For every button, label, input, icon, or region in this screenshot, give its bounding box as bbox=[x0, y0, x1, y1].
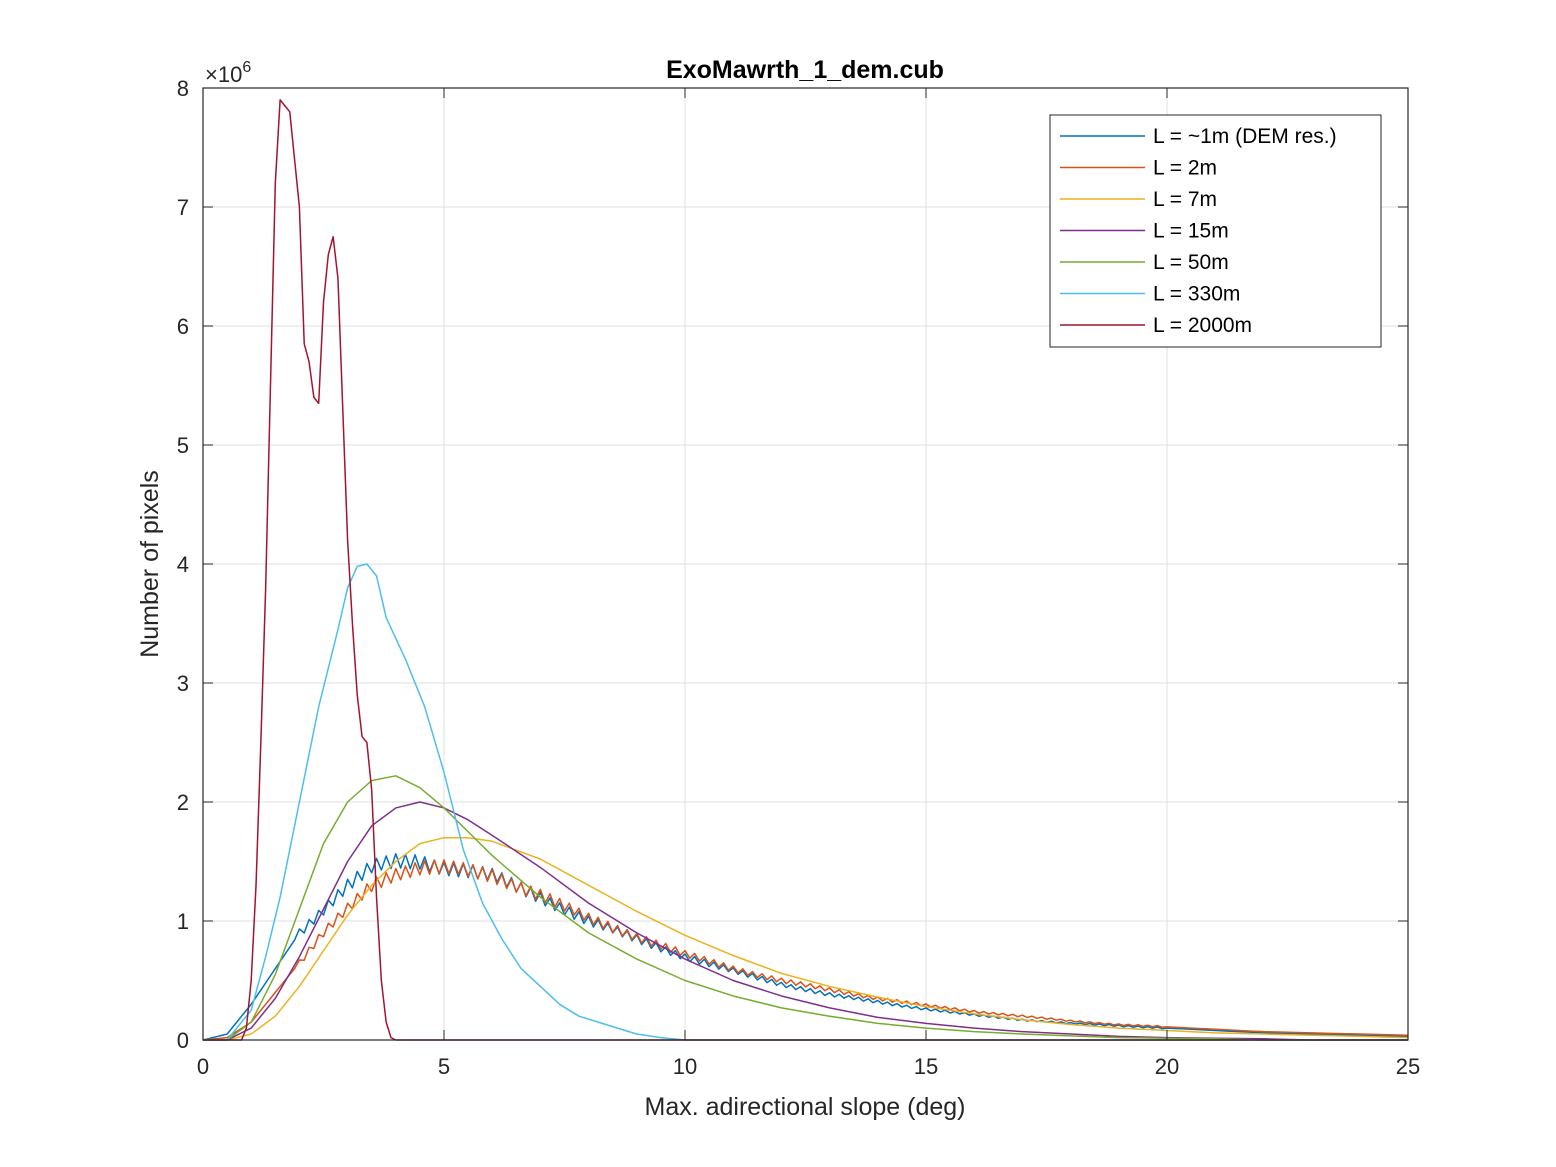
y-tick-label: 0 bbox=[177, 1028, 189, 1053]
legend-label: L = ~1m (DEM res.) bbox=[1153, 125, 1337, 148]
y-tick-label: 4 bbox=[177, 552, 189, 577]
legend-label: L = 7m bbox=[1153, 188, 1217, 211]
y-tick-label: 5 bbox=[177, 433, 189, 458]
x-axis-label: Max. adirectional slope (deg) bbox=[645, 1093, 966, 1121]
x-tick-label: 25 bbox=[1396, 1054, 1420, 1079]
grid bbox=[203, 88, 1408, 1040]
legend-label: L = 2m bbox=[1153, 157, 1217, 180]
tick-labels: 0 5 10 15 20 25 0 1 2 3 4 5 6 7 8 bbox=[177, 76, 1420, 1079]
y-tick-label: 3 bbox=[177, 671, 189, 696]
y-tick-label: 6 bbox=[177, 314, 189, 339]
legend-label: L = 50m bbox=[1153, 251, 1229, 274]
svg-text:×106: ×106 bbox=[205, 59, 251, 87]
series-line bbox=[203, 563, 1408, 1041]
series-line bbox=[202, 853, 1409, 1041]
y-tick-label: 1 bbox=[177, 909, 189, 934]
x-tick-label: 5 bbox=[438, 1054, 450, 1079]
y-axis-label: Number of pixels bbox=[136, 470, 164, 658]
x-tick-label: 20 bbox=[1155, 1054, 1179, 1079]
x-tick-label: 10 bbox=[673, 1054, 697, 1079]
series-line bbox=[203, 99, 1408, 1041]
chart-title: ExoMawrth_1_dem.cub bbox=[666, 56, 944, 84]
series-line bbox=[203, 775, 1408, 1041]
x-tick-label: 0 bbox=[197, 1054, 209, 1079]
y-exponent-label: ×106 bbox=[205, 59, 251, 87]
legend-label: L = 15m bbox=[1153, 220, 1229, 243]
series-lines bbox=[202, 99, 1409, 1041]
y-tick-label: 8 bbox=[177, 76, 189, 101]
series-line bbox=[203, 836, 1409, 1041]
legend-label: L = 330m bbox=[1153, 283, 1240, 306]
axis-ticks bbox=[202, 87, 1409, 1041]
legend: L = ~1m (DEM res.) L = 2m L = 7m L = 15m L =… bbox=[1049, 114, 1382, 348]
x-tick-label: 15 bbox=[914, 1054, 938, 1079]
y-tick-label: 7 bbox=[177, 195, 189, 220]
y-exponent-power: 6 bbox=[242, 59, 251, 76]
y-exponent-base: ×10 bbox=[205, 62, 242, 87]
y-tick-label: 2 bbox=[177, 790, 189, 815]
legend-label: L = 2000m bbox=[1153, 314, 1252, 337]
series-line bbox=[202, 859, 1409, 1041]
